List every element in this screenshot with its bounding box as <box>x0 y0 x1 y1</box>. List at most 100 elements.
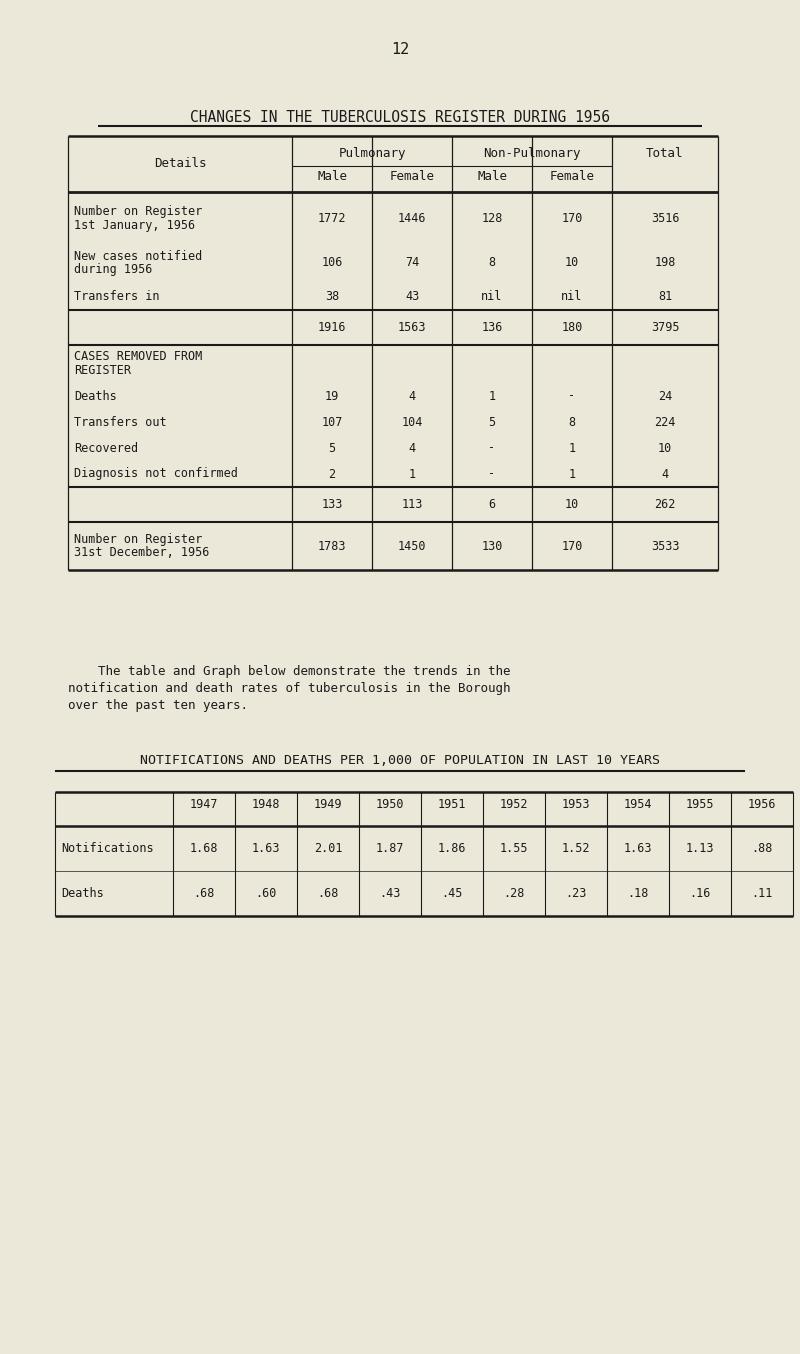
Text: Number on Register: Number on Register <box>74 532 202 546</box>
Text: Male: Male <box>477 171 507 183</box>
Text: Notifications: Notifications <box>61 842 154 854</box>
Text: 4: 4 <box>409 441 415 455</box>
Text: 1.55: 1.55 <box>500 842 528 854</box>
Text: 1.87: 1.87 <box>376 842 404 854</box>
Text: 130: 130 <box>482 539 502 552</box>
Text: 1st January, 1956: 1st January, 1956 <box>74 218 195 232</box>
Text: .45: .45 <box>442 887 462 900</box>
Text: 1954: 1954 <box>624 798 652 811</box>
Text: .18: .18 <box>627 887 649 900</box>
Text: 1.52: 1.52 <box>562 842 590 854</box>
Text: 74: 74 <box>405 256 419 269</box>
Text: 10: 10 <box>565 256 579 269</box>
Text: Diagnosis not confirmed: Diagnosis not confirmed <box>74 467 238 481</box>
Text: -: - <box>489 441 495 455</box>
Text: 170: 170 <box>562 539 582 552</box>
Text: Recovered: Recovered <box>74 441 138 455</box>
Text: .23: .23 <box>566 887 586 900</box>
Text: 170: 170 <box>562 211 582 225</box>
Text: 1948: 1948 <box>252 798 280 811</box>
Text: 1953: 1953 <box>562 798 590 811</box>
Text: 1: 1 <box>569 467 575 481</box>
Text: 43: 43 <box>405 290 419 302</box>
Text: 12: 12 <box>391 42 409 57</box>
Text: 4: 4 <box>662 467 669 481</box>
Text: 1952: 1952 <box>500 798 528 811</box>
Text: The table and Graph below demonstrate the trends in the: The table and Graph below demonstrate th… <box>68 665 510 678</box>
Text: 262: 262 <box>654 498 676 510</box>
Text: 106: 106 <box>322 256 342 269</box>
Text: 113: 113 <box>402 498 422 510</box>
Text: .88: .88 <box>751 842 773 854</box>
Text: 19: 19 <box>325 390 339 402</box>
Text: 3516: 3516 <box>650 211 679 225</box>
Text: over the past ten years.: over the past ten years. <box>68 699 248 712</box>
Text: 136: 136 <box>482 321 502 334</box>
Text: 2.01: 2.01 <box>314 842 342 854</box>
Text: 6: 6 <box>489 498 495 510</box>
Text: 1563: 1563 <box>398 321 426 334</box>
Text: .68: .68 <box>318 887 338 900</box>
Text: notification and death rates of tuberculosis in the Borough: notification and death rates of tubercul… <box>68 682 510 695</box>
Text: Non-Pulmonary: Non-Pulmonary <box>483 148 581 160</box>
Text: 1956: 1956 <box>748 798 776 811</box>
Text: 1: 1 <box>409 467 415 481</box>
Text: 1: 1 <box>489 390 495 402</box>
Text: Male: Male <box>317 171 347 183</box>
Text: 10: 10 <box>658 441 672 455</box>
Text: 1.68: 1.68 <box>190 842 218 854</box>
Text: Pulmonary: Pulmonary <box>338 148 406 160</box>
Text: Deaths: Deaths <box>61 887 104 900</box>
Text: 2: 2 <box>329 467 335 481</box>
Text: -: - <box>569 390 575 402</box>
Text: 1916: 1916 <box>318 321 346 334</box>
Text: 5: 5 <box>489 416 495 428</box>
Text: Female: Female <box>390 171 434 183</box>
Text: .28: .28 <box>503 887 525 900</box>
Text: 1.13: 1.13 <box>686 842 714 854</box>
Text: 24: 24 <box>658 390 672 402</box>
Text: Female: Female <box>550 171 594 183</box>
Text: .60: .60 <box>255 887 277 900</box>
Text: 1783: 1783 <box>318 539 346 552</box>
Text: REGISTER: REGISTER <box>74 364 131 378</box>
Text: Number on Register: Number on Register <box>74 204 202 218</box>
Text: 1.86: 1.86 <box>438 842 466 854</box>
Text: 1.63: 1.63 <box>252 842 280 854</box>
Text: 1955: 1955 <box>686 798 714 811</box>
Text: 1: 1 <box>569 441 575 455</box>
Text: .68: .68 <box>194 887 214 900</box>
Text: .43: .43 <box>379 887 401 900</box>
Text: 104: 104 <box>402 416 422 428</box>
Text: 10: 10 <box>565 498 579 510</box>
Text: during 1956: during 1956 <box>74 264 152 276</box>
Text: 81: 81 <box>658 290 672 302</box>
Text: CHANGES IN THE TUBERCULOSIS REGISTER DURING 1956: CHANGES IN THE TUBERCULOSIS REGISTER DUR… <box>190 110 610 125</box>
Text: Transfers in: Transfers in <box>74 290 159 302</box>
Text: 8: 8 <box>489 256 495 269</box>
Text: NOTIFICATIONS AND DEATHS PER 1,000 OF POPULATION IN LAST 10 YEARS: NOTIFICATIONS AND DEATHS PER 1,000 OF PO… <box>140 754 660 766</box>
Text: 224: 224 <box>654 416 676 428</box>
Text: New cases notified: New cases notified <box>74 249 202 263</box>
Text: Deaths: Deaths <box>74 390 117 402</box>
Text: 1951: 1951 <box>438 798 466 811</box>
Text: 133: 133 <box>322 498 342 510</box>
Text: .16: .16 <box>690 887 710 900</box>
Text: 3533: 3533 <box>650 539 679 552</box>
Text: Details: Details <box>154 157 206 171</box>
Text: 198: 198 <box>654 256 676 269</box>
Text: 128: 128 <box>482 211 502 225</box>
Text: 3795: 3795 <box>650 321 679 334</box>
Text: 180: 180 <box>562 321 582 334</box>
Text: 8: 8 <box>569 416 575 428</box>
Text: 1950: 1950 <box>376 798 404 811</box>
Text: 5: 5 <box>329 441 335 455</box>
Text: nil: nil <box>482 290 502 302</box>
Text: 1947: 1947 <box>190 798 218 811</box>
Text: .11: .11 <box>751 887 773 900</box>
Text: 107: 107 <box>322 416 342 428</box>
Text: -: - <box>489 467 495 481</box>
Text: 1450: 1450 <box>398 539 426 552</box>
Text: 1949: 1949 <box>314 798 342 811</box>
Text: 1772: 1772 <box>318 211 346 225</box>
